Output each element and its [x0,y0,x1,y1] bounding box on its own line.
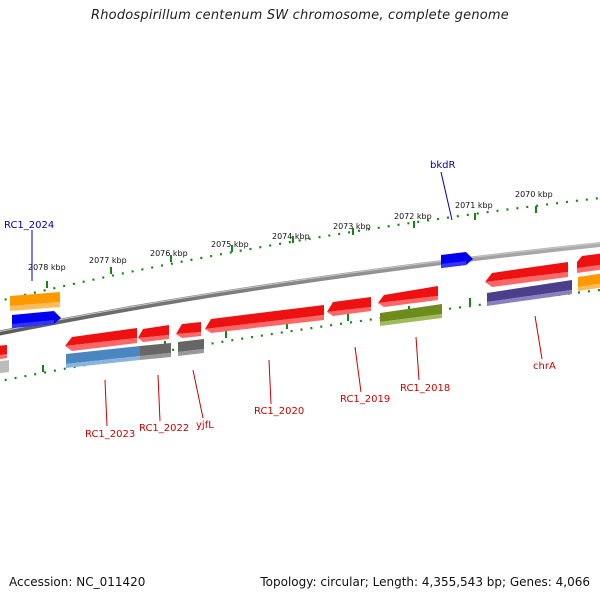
gene-rc1-2019[interactable] [327,297,371,316]
kbp-label: 2073 kbp [333,222,371,231]
kbp-label: 2072 kbp [394,212,432,221]
kbp-label: 2075 kbp [211,240,249,249]
gene-red-2018-top[interactable] [378,286,438,307]
chromosome-backbone [0,242,600,336]
gene-chra[interactable] [487,280,572,306]
kbp-label: 2078 kbp [28,263,66,272]
gene-rc1-2023[interactable] [65,328,137,351]
topology-summary: Topology: circular; Length: 4,355,543 bp… [260,575,590,589]
gene-label-rc1-2019[interactable]: RC1_2019 [340,394,390,405]
kbp-label: 2076 kbp [150,249,188,258]
gene-gray-far-left[interactable] [0,360,9,374]
gene-rc1-2022[interactable] [140,343,171,360]
gene-label-yjfl[interactable]: yjfL [196,420,214,431]
gene-steelblue[interactable] [66,346,140,368]
gene-orange-left[interactable] [10,292,60,311]
kbp-label: 2074 kbp [272,232,310,241]
kbp-label: 2070 kbp [515,190,553,199]
accession-text: Accession: NC_011420 [9,575,146,589]
gene-label-rc1-2023[interactable]: RC1_2023 [85,429,135,440]
gene-gray-yjfl[interactable] [178,339,204,356]
gene-label-rc1-2020[interactable]: RC1_2020 [254,406,304,417]
gene-red-right-upper[interactable] [485,262,568,287]
kbp-label: 2077 kbp [89,256,127,265]
gene-bkdr[interactable] [441,252,473,268]
kbp-label: 2071 kbp [455,201,493,210]
gene-label-chra[interactable]: chrA [533,361,556,372]
outer-major-ticks [46,206,537,288]
gene-rc1-2020[interactable] [205,305,324,333]
leader-lines [31,171,543,427]
gene-red-far-right[interactable] [577,253,600,273]
map-title: Rhodospirillum centenum SW chromosome, c… [91,8,509,23]
gene-label-bkdr[interactable]: bkdR [430,160,455,171]
outer-scale-dots [0,196,600,302]
gene-red-far-left[interactable] [0,345,7,360]
gene-label-rc1-2024[interactable]: RC1_2024 [4,220,54,231]
gene-red-small-1[interactable] [138,325,169,342]
gene-rc1-2018[interactable] [380,304,442,326]
gene-rc1-2024[interactable] [12,311,61,328]
gene-label-rc1-2022[interactable]: RC1_2022 [139,423,189,434]
gene-label-rc1-2018[interactable]: RC1_2018 [400,383,450,394]
gene-yjfl[interactable] [176,322,201,338]
gene-orange-right[interactable] [578,273,600,291]
